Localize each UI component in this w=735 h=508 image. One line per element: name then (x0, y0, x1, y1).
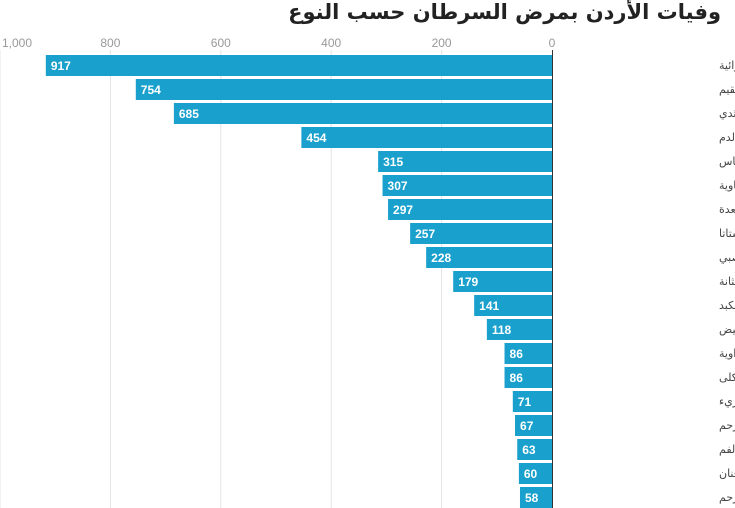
category-label: سرطان الكلى (719, 371, 735, 384)
category-label: سرطان الرئة والشعب الهوائية (719, 59, 735, 72)
x-tick-label: 1,000 (2, 36, 32, 50)
data-label: 179 (458, 275, 478, 289)
data-label: 67 (520, 419, 534, 433)
bar (518, 463, 552, 484)
data-label: 60 (524, 467, 538, 481)
category-label: سرطان الدماغ والجهاز العصبي (719, 251, 735, 264)
bar (426, 247, 552, 268)
data-label: 86 (510, 371, 524, 385)
data-label: 685 (179, 107, 199, 121)
chart-title: وفيات الأردن بمرض السرطان حسب النوع (288, 0, 721, 24)
x-tick-label: 0 (549, 36, 556, 50)
data-label: 86 (510, 347, 524, 361)
data-label: 228 (431, 251, 451, 265)
category-label: سرطان البنكرياس (719, 155, 735, 168)
bar (519, 487, 552, 508)
bar (382, 175, 552, 196)
bar (517, 439, 552, 460)
bar (378, 151, 552, 172)
bar (515, 415, 552, 436)
data-label: 141 (479, 299, 499, 313)
data-label: 754 (141, 83, 161, 97)
x-tick-label: 400 (321, 36, 341, 50)
data-label: 58 (525, 491, 539, 505)
data-label: 71 (518, 395, 532, 409)
category-label: سرطان الرحم (719, 491, 735, 504)
data-label: 297 (393, 203, 413, 217)
x-tick-label: 800 (100, 36, 120, 50)
bar (45, 55, 552, 76)
category-label: سرطان عنق الرحم (719, 419, 735, 433)
category-label: سرطان المبيض (719, 323, 735, 336)
bar (486, 319, 552, 340)
bar (410, 223, 552, 244)
category-label: سرطان الشفاه وتجويف الفم (719, 443, 735, 456)
data-label: 307 (388, 179, 408, 193)
data-label: 118 (492, 323, 512, 337)
category-label: سرطان البروستاتا (719, 227, 735, 240)
x-tick-label: 600 (211, 36, 231, 50)
data-label: 315 (383, 155, 403, 169)
category-label: سرطان المعدة (719, 203, 735, 216)
category-label: سرطان المثانة (719, 275, 735, 288)
data-label: 454 (306, 131, 326, 145)
bar (504, 343, 552, 364)
category-label: سرطان الدم (719, 131, 735, 144)
bar (173, 103, 552, 124)
x-tick-label: 200 (432, 36, 452, 50)
bar (301, 127, 552, 148)
category-label: سرطان المرارة والقناة الصفراوية (719, 347, 735, 360)
bar (135, 79, 553, 100)
category-label: سرطان القولون والمستقيم (719, 83, 735, 96)
bar (453, 271, 552, 292)
category-label: سرطان الكبد (719, 299, 735, 312)
category-label: سرطان الثدي (719, 107, 735, 120)
bar (512, 391, 552, 412)
bar (474, 295, 552, 316)
category-label: سرطان الغدد الليمفاوية (719, 179, 735, 192)
data-label: 63 (522, 443, 536, 457)
category-label: سرطان المايلوما متعدد الأقنان (719, 466, 735, 480)
category-label: سرطان المريء (719, 395, 735, 408)
data-label: 917 (51, 59, 71, 73)
data-label: 257 (415, 227, 435, 241)
bar (388, 199, 552, 220)
bar (504, 367, 552, 388)
